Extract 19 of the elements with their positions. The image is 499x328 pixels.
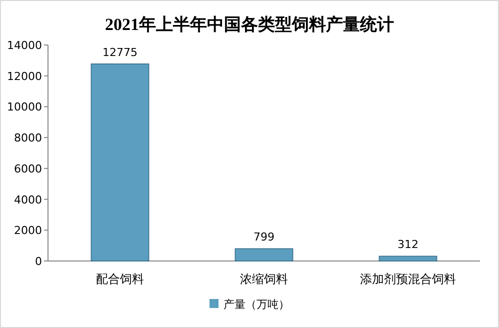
x-tick-label: 添加剂预混合饲料 bbox=[360, 272, 456, 286]
y-tick-label: 14000 bbox=[7, 39, 42, 52]
x-tick-label: 配合饲料 bbox=[96, 272, 144, 286]
chart-title: 2021年上半年中国各类型饲料产量统计 bbox=[105, 15, 394, 34]
x-tick-label: 浓缩饲料 bbox=[240, 272, 288, 286]
bar bbox=[90, 64, 150, 262]
y-tick-label: 4000 bbox=[14, 193, 42, 206]
data-label: 312 bbox=[398, 238, 418, 252]
y-tick-label: 6000 bbox=[14, 162, 42, 176]
data-label: 12775 bbox=[102, 46, 138, 59]
y-tick-label: 2000 bbox=[14, 224, 42, 238]
y-tick-label: 10000 bbox=[7, 100, 42, 114]
data-label: 799 bbox=[254, 230, 274, 244]
bar bbox=[378, 256, 438, 262]
y-tick-label: 8000 bbox=[14, 132, 42, 145]
bar bbox=[234, 248, 294, 262]
y-tick-label: 12000 bbox=[7, 70, 42, 83]
y-tick-label: 0 bbox=[35, 255, 42, 268]
legend-label: 产量（万吨） bbox=[224, 298, 290, 311]
